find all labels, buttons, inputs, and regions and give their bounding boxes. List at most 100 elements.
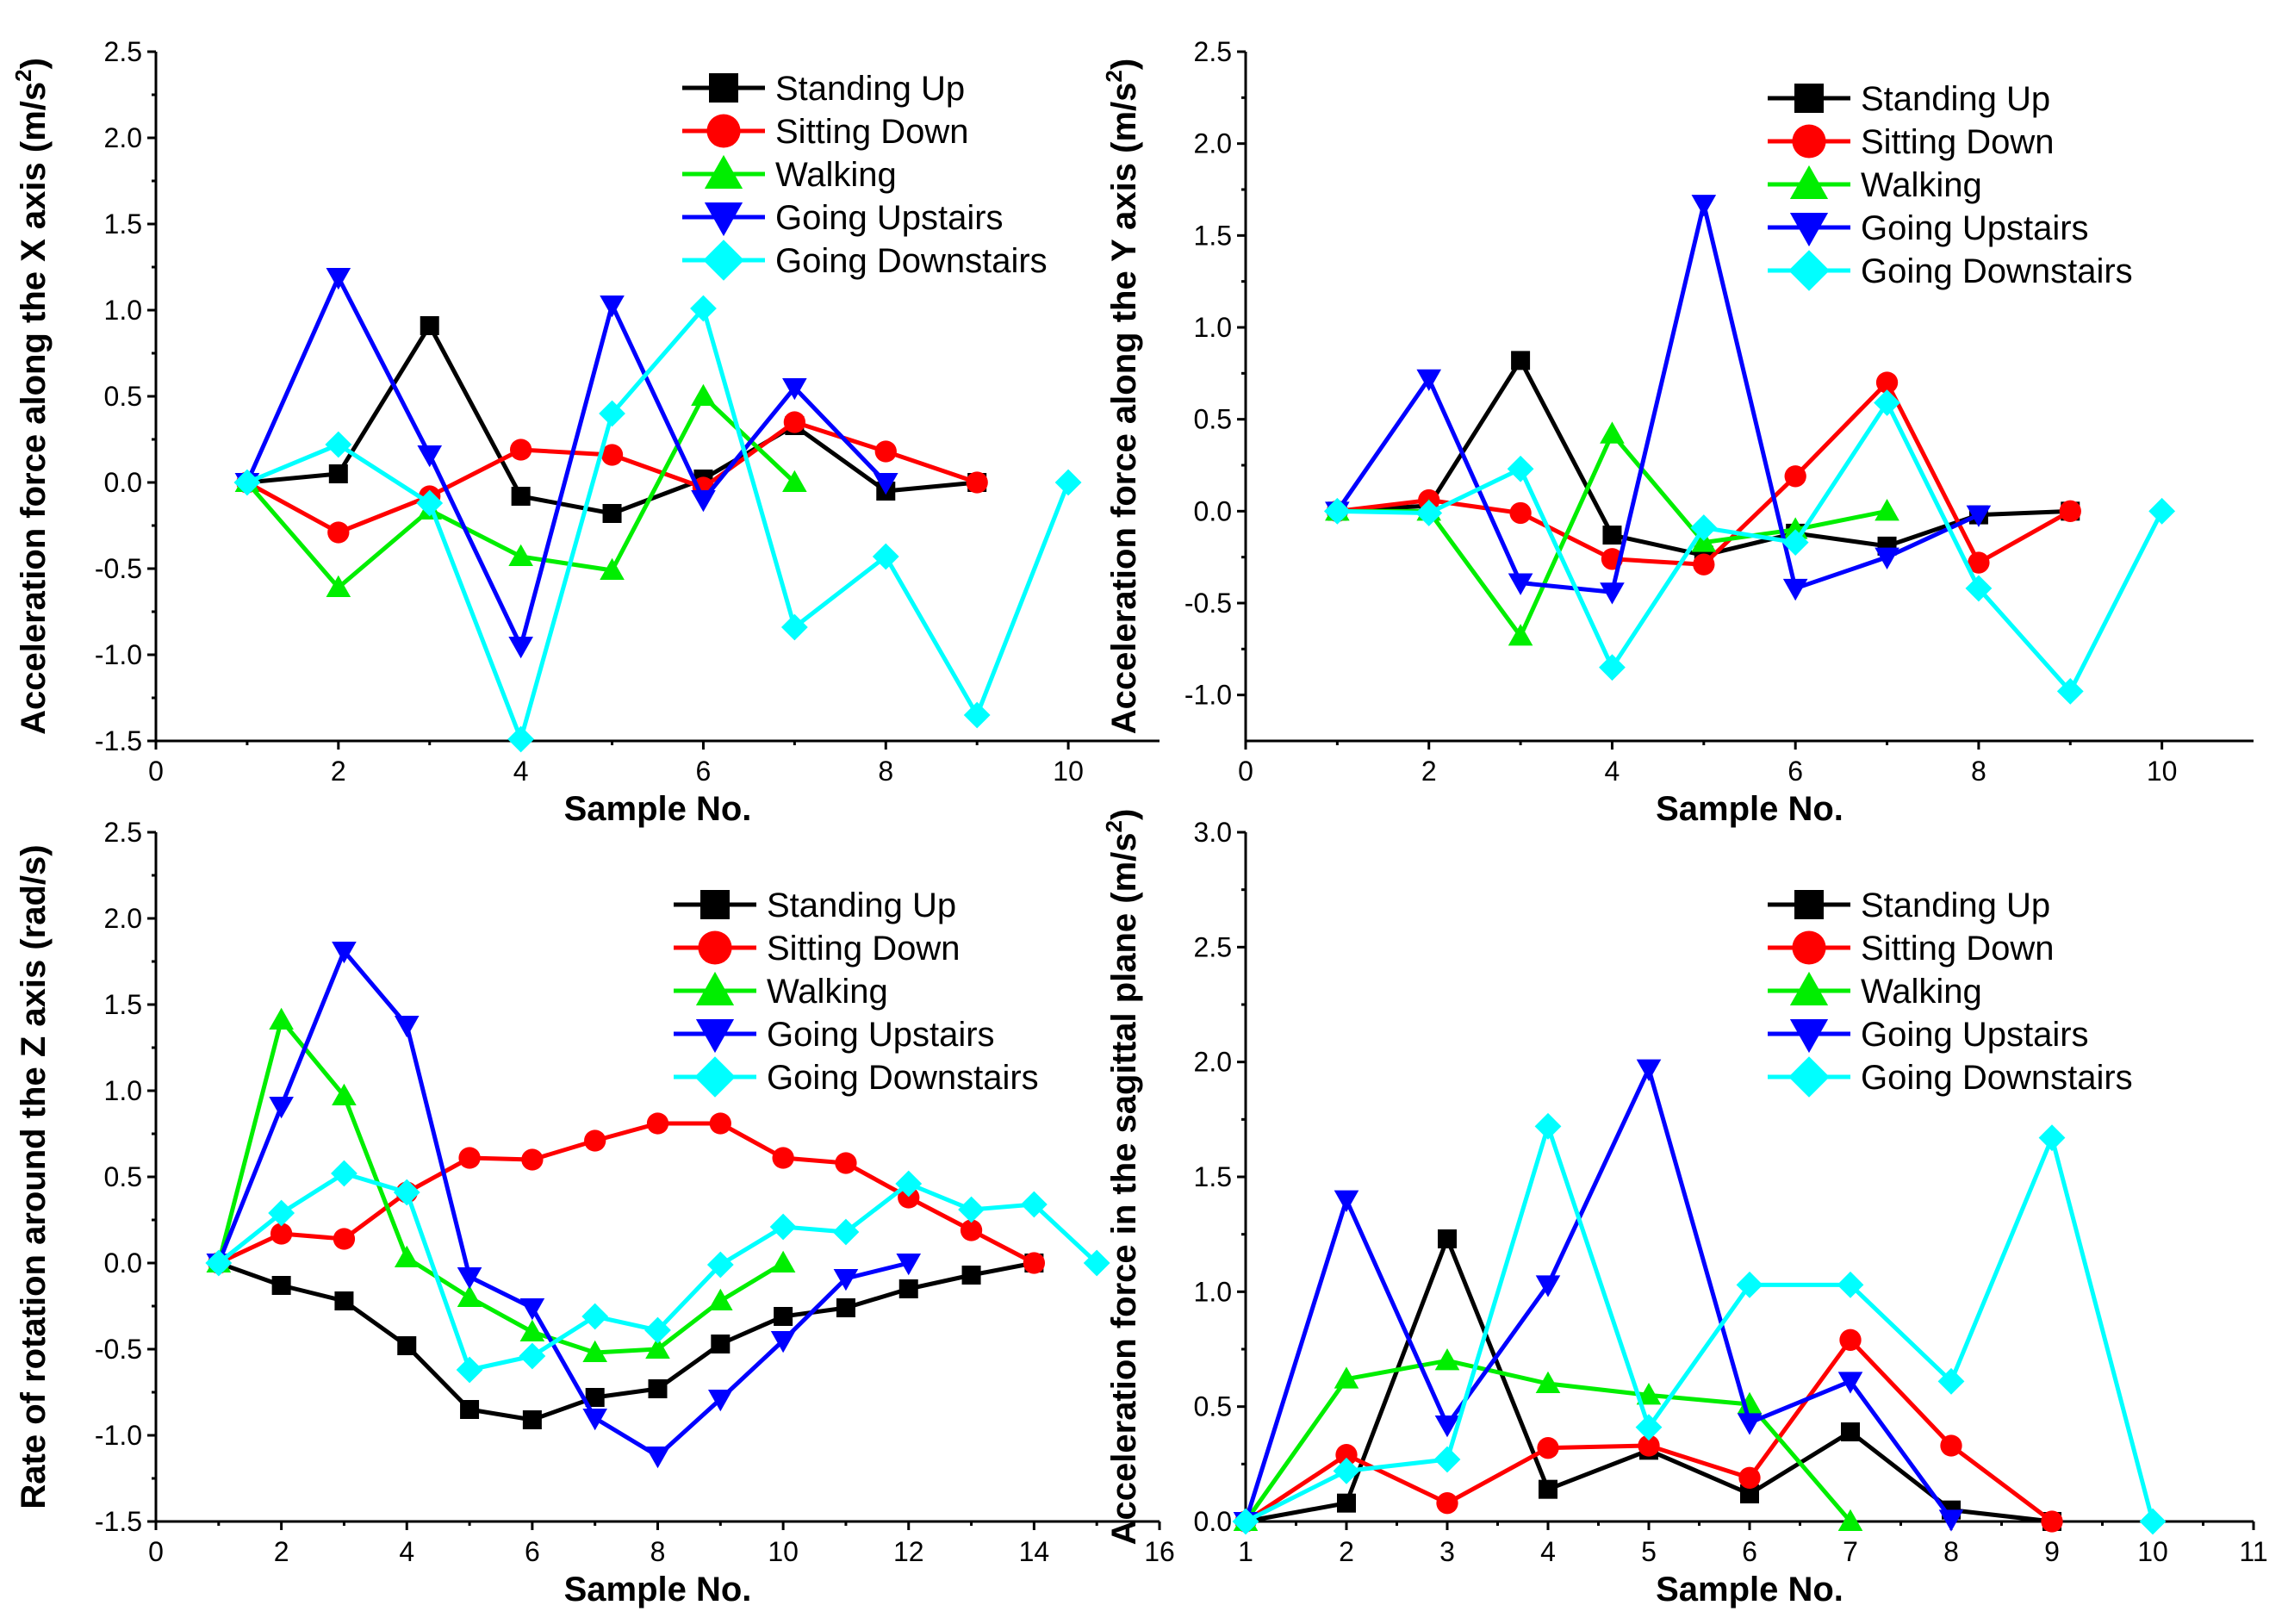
- legend-label-walking: Walking: [775, 156, 897, 194]
- data-point-walking: [457, 1285, 482, 1307]
- data-point-standing-up: [961, 1266, 981, 1285]
- legend-label-going-downstairs: Going Downstairs: [1861, 1059, 2133, 1097]
- data-point-going-upstairs: [691, 490, 716, 513]
- data-point-sitting-down: [458, 1147, 481, 1169]
- data-point-going-upstairs: [417, 445, 443, 468]
- legend-marker-going-upstairs: [704, 202, 743, 237]
- data-point-going-upstairs: [394, 1016, 420, 1038]
- data-point-sitting-down: [1509, 501, 1532, 525]
- data-point-walking: [582, 1340, 607, 1362]
- data-point-standing-up: [1337, 1493, 1356, 1513]
- x-tick-label: 9: [2044, 1536, 2060, 1567]
- series-line-going-downstairs: [1244, 1123, 2155, 1524]
- y-tick-label: -1.0: [95, 639, 142, 670]
- data-point-walking: [782, 470, 807, 492]
- data-point-walking: [326, 575, 351, 597]
- y-axis-label-suffix: ): [1105, 809, 1143, 820]
- x-tick-label: 8: [878, 756, 893, 787]
- series-sitting-down: [1234, 1328, 2063, 1533]
- data-point-going-downstairs: [1599, 654, 1626, 681]
- data-point-walking: [1691, 530, 1717, 552]
- data-point-sitting-down: [1436, 1492, 1458, 1515]
- x-axis-label: Sample No.: [564, 790, 752, 828]
- data-point-going-downstairs: [1415, 500, 1443, 526]
- data-point-going-downstairs: [507, 725, 535, 753]
- x-tick-label: 10: [768, 1536, 799, 1567]
- x-tick-label: 3: [1439, 1536, 1455, 1567]
- data-point-standing-up: [836, 1298, 855, 1317]
- data-point-going-downstairs: [1874, 389, 1900, 416]
- y-tick-label: 0.5: [104, 1161, 142, 1192]
- data-point-going-downstairs: [1054, 469, 1082, 496]
- data-point-standing-up: [1602, 526, 1622, 545]
- y-tick-label: -1.5: [95, 1506, 142, 1537]
- data-point-standing-up: [898, 1279, 918, 1298]
- data-point-sitting-down: [509, 439, 532, 461]
- y-axis-label-suffix: ): [1105, 59, 1143, 70]
- data-point-going-downstairs: [2056, 678, 2084, 705]
- data-point-walking: [519, 1319, 545, 1341]
- data-point-sitting-down: [2059, 500, 2081, 522]
- data-point-going-upstairs: [1837, 1372, 1863, 1394]
- data-point-going-downstairs: [769, 1213, 797, 1241]
- y-tick-label: 2.0: [1194, 1047, 1232, 1078]
- series-line-walking: [216, 1017, 785, 1355]
- legend-marker-going-upstairs: [695, 1019, 735, 1054]
- y-axis-label-main: Acceleration force along the Y axis (m/s: [1105, 83, 1143, 735]
- data-point-going-downstairs: [1323, 497, 1351, 525]
- x-tick-label: 2: [331, 756, 346, 787]
- legend-label-standing-up: Standing Up: [775, 70, 965, 108]
- data-point-going-upstairs: [457, 1267, 482, 1290]
- data-point-sitting-down: [960, 1219, 983, 1241]
- legend-label-walking: Walking: [767, 973, 888, 1011]
- legend-marker-going-upstairs: [1789, 213, 1829, 247]
- y-tick-label: -0.5: [1184, 588, 1232, 619]
- data-point-going-upstairs: [582, 1409, 607, 1431]
- data-point-sitting-down: [783, 411, 806, 433]
- legend-label-going-upstairs: Going Upstairs: [1861, 209, 2089, 247]
- y-tick-label: 1.5: [104, 989, 142, 1020]
- legend-marker-sitting-down: [1792, 930, 1826, 965]
- data-point-going-downstairs: [1781, 529, 1809, 556]
- x-tick-label: 2: [1339, 1536, 1354, 1567]
- series-going-upstairs: [1325, 195, 1992, 605]
- data-point-going-upstairs: [269, 1097, 294, 1119]
- x-tick-label: 5: [1641, 1536, 1657, 1567]
- data-point-going-downstairs: [1083, 1249, 1110, 1277]
- x-tick-label: 16: [1144, 1536, 1175, 1567]
- legend-marker-sitting-down: [706, 114, 741, 148]
- data-point-going-downstairs: [1433, 1446, 1461, 1473]
- x-tick-label: 8: [650, 1536, 666, 1567]
- data-point-going-downstairs: [331, 1160, 358, 1187]
- series-going-downstairs: [1323, 389, 2176, 705]
- data-point-going-downstairs: [599, 400, 625, 427]
- data-point-sitting-down: [333, 1228, 356, 1250]
- y-tick-label: 2.0: [1194, 128, 1232, 159]
- data-point-sitting-down: [1968, 551, 1990, 574]
- x-axis-label: Sample No.: [564, 1571, 752, 1608]
- data-point-going-downstairs: [393, 1179, 420, 1206]
- series-going-downstairs: [205, 1160, 1110, 1384]
- y-axis-label: Acceleration force along the X axis (m/s…: [10, 58, 53, 735]
- data-point-standing-up: [585, 1388, 605, 1407]
- data-point-going-downstairs: [1232, 1508, 1259, 1535]
- x-tick-label: 4: [1605, 756, 1620, 787]
- data-point-going-upstairs: [1966, 505, 1992, 527]
- data-point-sitting-down: [709, 1112, 731, 1135]
- x-tick-label: 0: [148, 1536, 164, 1567]
- data-point-sitting-down: [874, 440, 897, 463]
- data-point-walking: [1535, 1371, 1561, 1393]
- data-point-sitting-down: [772, 1147, 794, 1169]
- y-tick-label: 0.5: [1194, 1391, 1232, 1422]
- data-point-sitting-down: [270, 1223, 293, 1245]
- legend-marker-going-downstairs: [1788, 250, 1830, 291]
- legend-label-going-upstairs: Going Upstairs: [767, 1016, 995, 1054]
- y-tick-label: -0.5: [95, 1334, 142, 1365]
- panel-z-rotation: -1.5 -1.0 -0.5 0.0 0.5 1.0 1.5 2.0 2.5 0 2 4 6 8 10 12 1…: [15, 817, 1175, 1608]
- data-point-going-upstairs: [896, 1254, 922, 1276]
- x-tick-label: 0: [148, 756, 164, 787]
- data-point-walking: [1508, 624, 1533, 646]
- data-point-going-upstairs: [770, 1331, 796, 1353]
- series-line-going-upstairs: [1243, 1067, 1954, 1522]
- y-tick-label: 0.0: [104, 1248, 142, 1279]
